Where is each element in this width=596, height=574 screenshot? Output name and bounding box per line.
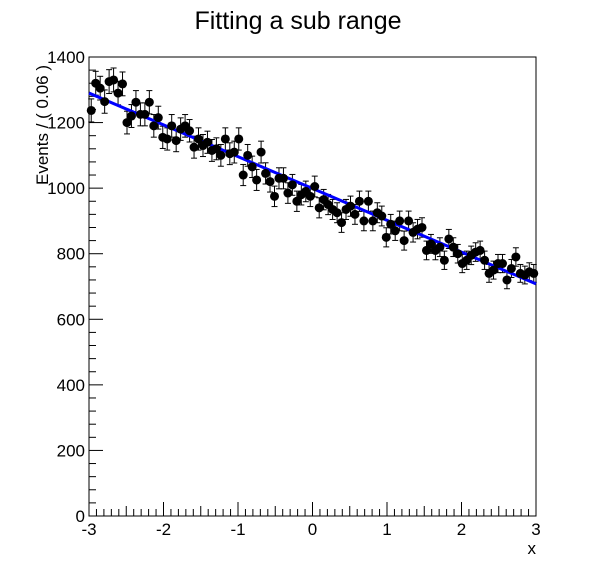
data-point: [332, 208, 342, 218]
data-point: [359, 216, 369, 226]
data-point: [511, 252, 521, 262]
data-point: [283, 188, 293, 198]
data-point: [243, 150, 253, 160]
data-point: [238, 170, 248, 180]
data-point: [421, 245, 431, 255]
y-tick-label: 1200: [47, 114, 85, 133]
data-point: [194, 134, 204, 144]
data-point: [287, 180, 297, 190]
data-point: [149, 121, 159, 131]
data-point: [140, 109, 150, 119]
y-tick-label: 600: [57, 310, 85, 329]
data-points: [86, 75, 539, 285]
data-point: [211, 144, 221, 154]
data-point: [256, 147, 266, 157]
data-point: [234, 134, 244, 144]
x-axis-tick-labels: -3 -2 -1 0 1 2 3: [81, 520, 540, 539]
data-point: [529, 268, 539, 278]
data-point: [86, 105, 96, 115]
data-point: [489, 265, 499, 275]
y-axis-label: Events / ( 0.06 ): [33, 65, 52, 185]
data-point: [292, 196, 302, 206]
y-tick-label: 200: [57, 441, 85, 460]
data-point: [100, 97, 110, 107]
data-point: [252, 175, 262, 185]
data-point: [404, 216, 414, 226]
y-tick-label: 1400: [47, 48, 85, 67]
data-point: [144, 97, 154, 107]
data-point: [399, 236, 409, 246]
data-point: [171, 136, 181, 146]
data-point: [368, 216, 378, 226]
data-point: [377, 211, 387, 221]
data-point: [502, 275, 512, 285]
data-point: [216, 150, 226, 160]
data-point: [113, 88, 123, 98]
data-point: [118, 79, 128, 89]
x-axis-label: x: [528, 539, 537, 558]
x-tick-label: 1: [382, 520, 391, 539]
data-point: [453, 249, 463, 259]
data-point: [395, 216, 405, 226]
x-tick-label: 0: [308, 520, 317, 539]
data-point: [345, 201, 355, 211]
data-point: [310, 182, 320, 192]
data-point: [337, 218, 347, 228]
data-point: [381, 232, 391, 242]
y-tick-label: 800: [57, 245, 85, 264]
x-axis-ticks: [88, 502, 537, 516]
data-point: [220, 134, 230, 144]
data-point: [480, 255, 490, 265]
x-tick-label: 2: [457, 520, 466, 539]
data-point: [314, 203, 324, 213]
data-point: [162, 134, 172, 144]
data-point: [189, 142, 199, 152]
data-point: [153, 113, 163, 123]
data-point: [417, 222, 427, 232]
data-point: [475, 245, 485, 255]
data-point: [390, 226, 400, 236]
data-point: [122, 118, 132, 128]
x-tick-label: 3: [531, 520, 540, 539]
data-point: [131, 97, 141, 107]
y-tick-label: 0: [76, 507, 85, 526]
x-tick-label: -3: [81, 520, 96, 539]
data-point: [202, 137, 212, 147]
x-tick-label: -2: [156, 520, 171, 539]
data-point: [363, 196, 373, 206]
data-point: [426, 239, 436, 249]
y-axis-tick-labels: 0 200 400 600 800 1000 1200 1400: [47, 48, 85, 526]
data-point: [439, 255, 449, 265]
data-point: [350, 209, 360, 219]
chart-title: Fitting a sub range: [194, 7, 401, 35]
data-point: [95, 83, 105, 93]
data-point: [386, 219, 396, 229]
data-point: [435, 242, 445, 252]
data-point: [270, 191, 280, 201]
data-point: [448, 242, 458, 252]
data-point: [265, 177, 275, 187]
y-tick-label: 400: [57, 376, 85, 395]
data-point: [247, 162, 257, 172]
data-point: [278, 173, 288, 183]
data-point: [506, 263, 516, 273]
data-point: [354, 196, 364, 206]
data-point: [185, 126, 195, 136]
x-tick-label: -1: [230, 520, 245, 539]
data-point: [109, 75, 119, 85]
y-axis-ticks: [89, 56, 103, 517]
data-point: [126, 111, 136, 121]
data-point: [229, 147, 239, 157]
data-point: [305, 191, 315, 201]
data-point: [444, 234, 454, 244]
y-tick-label: 1000: [47, 179, 85, 198]
data-point: [261, 168, 271, 178]
data-point: [167, 121, 177, 131]
data-point: [497, 259, 507, 269]
